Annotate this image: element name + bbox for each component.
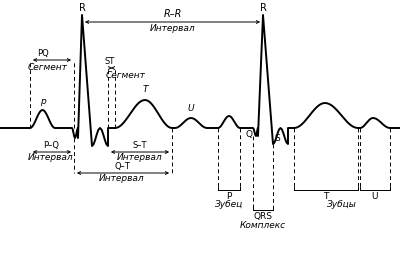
- Text: Зубец: Зубец: [215, 200, 243, 209]
- Text: PQ: PQ: [37, 49, 48, 58]
- Text: R: R: [78, 3, 86, 13]
- Text: T: T: [323, 192, 329, 201]
- Text: R: R: [260, 3, 266, 13]
- Text: U: U: [188, 104, 194, 113]
- Text: p: p: [40, 97, 45, 106]
- Text: Интервал: Интервал: [117, 153, 163, 162]
- Text: QRS: QRS: [254, 212, 272, 221]
- Text: P–Q: P–Q: [43, 141, 59, 150]
- Text: Интервал: Интервал: [99, 174, 145, 183]
- Text: Сегмент: Сегмент: [28, 63, 68, 72]
- Text: R–R: R–R: [163, 9, 182, 19]
- Text: U: U: [372, 192, 378, 201]
- Text: Комплекс: Комплекс: [240, 221, 286, 230]
- Text: Сегмент: Сегмент: [106, 71, 146, 80]
- Text: Q–T: Q–T: [114, 162, 130, 171]
- Text: S–T: S–T: [133, 141, 147, 150]
- Text: P: P: [226, 192, 232, 201]
- Text: T: T: [142, 85, 148, 94]
- Text: Q: Q: [245, 130, 252, 139]
- Text: Зубцы: Зубцы: [327, 200, 357, 209]
- Text: ST: ST: [105, 57, 115, 66]
- Text: Интервал: Интервал: [150, 24, 195, 33]
- Text: S: S: [274, 134, 280, 143]
- Text: Интервал: Интервал: [28, 153, 74, 162]
